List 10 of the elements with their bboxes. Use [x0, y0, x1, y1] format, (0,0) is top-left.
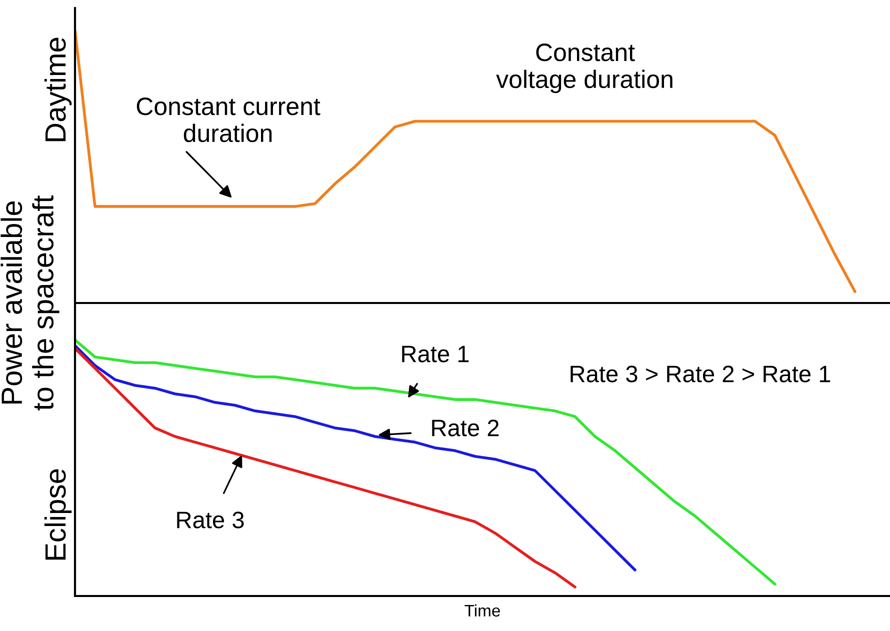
series-label: Rate 2 [432, 420, 499, 436]
y-axis-title: Power available to the spacecraft [0, 195, 60, 410]
annotation: Rate 3 > Rate 2 > Rate 1 [570, 366, 830, 382]
series-label: Rate 1 [402, 346, 469, 362]
text: Daytime [44, 38, 72, 142]
annotation: Constant current duration [136, 98, 320, 142]
annotation: Constant voltage duration [496, 44, 672, 94]
text: Rate 3 [177, 512, 244, 528]
text: Eclipse [44, 469, 72, 560]
x-axis-title: Time [464, 604, 500, 617]
